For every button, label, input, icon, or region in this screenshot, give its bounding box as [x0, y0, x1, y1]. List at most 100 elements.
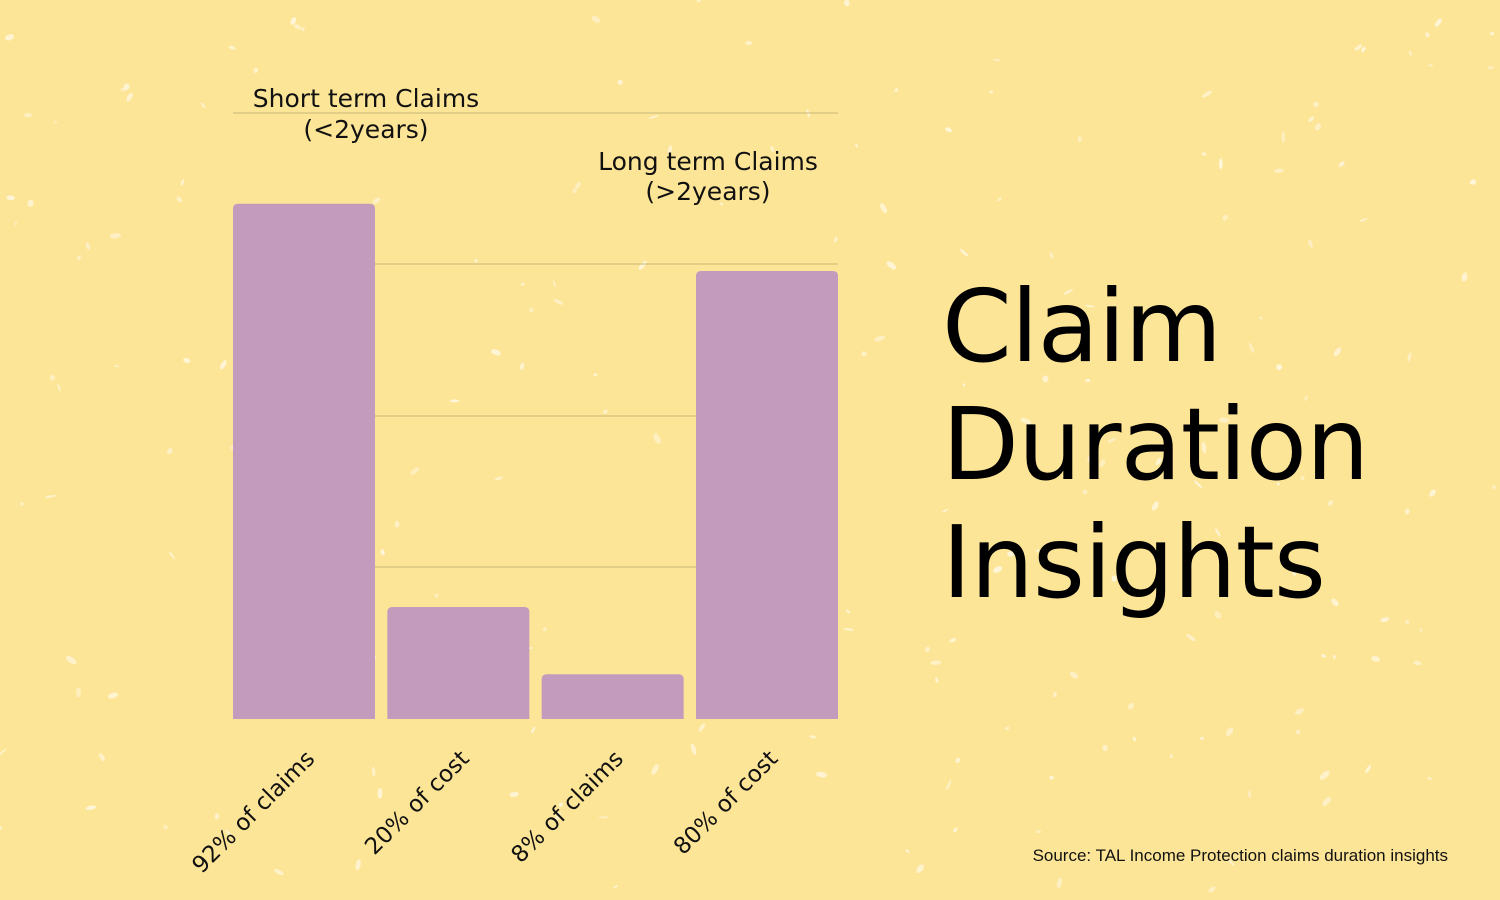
annotations: Short term Claims (<2years) Long term Cl…: [253, 84, 818, 206]
speckle: [1049, 251, 1054, 259]
speckle: [491, 349, 501, 356]
speckle: [1111, 575, 1117, 582]
annotation-long-term-line2: (>2years): [645, 177, 770, 206]
speckle: [1359, 218, 1368, 222]
speckle: [114, 364, 119, 368]
speckle: [1434, 18, 1442, 27]
speckle: [989, 90, 994, 94]
speckle: [98, 753, 105, 762]
speckle: [85, 805, 97, 810]
speckle: [809, 735, 817, 739]
speckle: [1274, 168, 1284, 173]
speckle: [955, 757, 960, 764]
speckle: [1333, 347, 1342, 357]
x-tick-label: 92% of claims: [187, 746, 320, 879]
speckle: [1087, 454, 1093, 463]
speckle: [648, 115, 659, 119]
speckle: [816, 771, 828, 778]
speckle: [916, 864, 924, 874]
speckle: [225, 830, 232, 836]
speckle: [880, 203, 888, 214]
speckle: [844, 0, 850, 7]
speckle: [1127, 702, 1134, 710]
speckle: [1296, 729, 1301, 735]
speckle: [123, 83, 130, 91]
speckle: [930, 660, 942, 665]
speckle: [745, 40, 753, 45]
speckle: [603, 409, 608, 414]
speckle: [894, 88, 899, 93]
speckle: [1292, 567, 1297, 576]
speckle: [53, 121, 58, 124]
speckle: [1294, 708, 1304, 715]
speckle: [638, 260, 647, 270]
source-note: Source: TAL Income Protection claims dur…: [1032, 846, 1448, 865]
speckle: [1405, 620, 1410, 625]
speckle: [1338, 161, 1345, 167]
speckle: [1407, 352, 1412, 362]
speckle: [85, 242, 91, 251]
speckle: [1405, 508, 1410, 515]
speckle: [1300, 475, 1305, 481]
title-line-3: Insights: [942, 504, 1326, 621]
speckle: [1331, 598, 1339, 607]
speckle: [945, 127, 952, 133]
speckle: [574, 182, 581, 190]
speckle: [1155, 457, 1162, 466]
title-line-2: Duration: [942, 386, 1369, 503]
speckle: [1259, 316, 1263, 320]
speckle: [273, 868, 284, 876]
speckle: [371, 766, 376, 777]
speckle: [0, 826, 3, 832]
speckle: [49, 374, 56, 381]
speckle: [1151, 606, 1160, 610]
speckle: [1276, 364, 1283, 371]
speckle: [300, 27, 305, 32]
speckle: [993, 58, 1001, 62]
speckle: [1007, 551, 1014, 557]
speckle: [1361, 46, 1366, 53]
speckle: [552, 280, 556, 287]
speckle: [1035, 830, 1042, 834]
speckle: [1020, 417, 1032, 425]
bar: [233, 203, 375, 720]
speckle: [474, 259, 478, 263]
speckle: [558, 802, 563, 807]
speckle: [1304, 395, 1308, 401]
bar-chart: Short term Claims (<2years) Long term Cl…: [187, 84, 838, 879]
speckle: [294, 24, 301, 30]
speckle: [1332, 655, 1336, 659]
speckle: [163, 824, 168, 830]
speckle: [1084, 304, 1096, 308]
speckle: [394, 520, 400, 528]
speckle: [1069, 671, 1079, 679]
speckle: [861, 351, 867, 357]
speckle: [183, 357, 191, 364]
speckle: [613, 885, 619, 889]
x-tick-label: 80% of cost: [669, 746, 783, 860]
speckle: [253, 67, 259, 73]
speckle: [1319, 770, 1330, 780]
speckle: [214, 813, 220, 820]
speckle: [44, 495, 57, 498]
speckle: [377, 788, 383, 799]
speckle: [572, 188, 577, 193]
speckle: [843, 627, 855, 632]
speckle: [886, 261, 897, 270]
speckle: [107, 692, 119, 699]
speckle: [1169, 754, 1173, 759]
speckle: [1429, 489, 1436, 497]
speckle: [1491, 485, 1496, 490]
bar: [696, 271, 838, 719]
bars: [233, 203, 838, 720]
speckle: [542, 627, 547, 632]
speckle: [1082, 489, 1088, 495]
speckle: [228, 45, 236, 50]
annotation-short-term-line2: (<2years): [303, 115, 428, 144]
speckle: [1077, 136, 1082, 142]
speckle: [1151, 501, 1159, 511]
speckle: [949, 637, 957, 643]
speckle: [1371, 655, 1381, 662]
speckle: [698, 723, 706, 732]
